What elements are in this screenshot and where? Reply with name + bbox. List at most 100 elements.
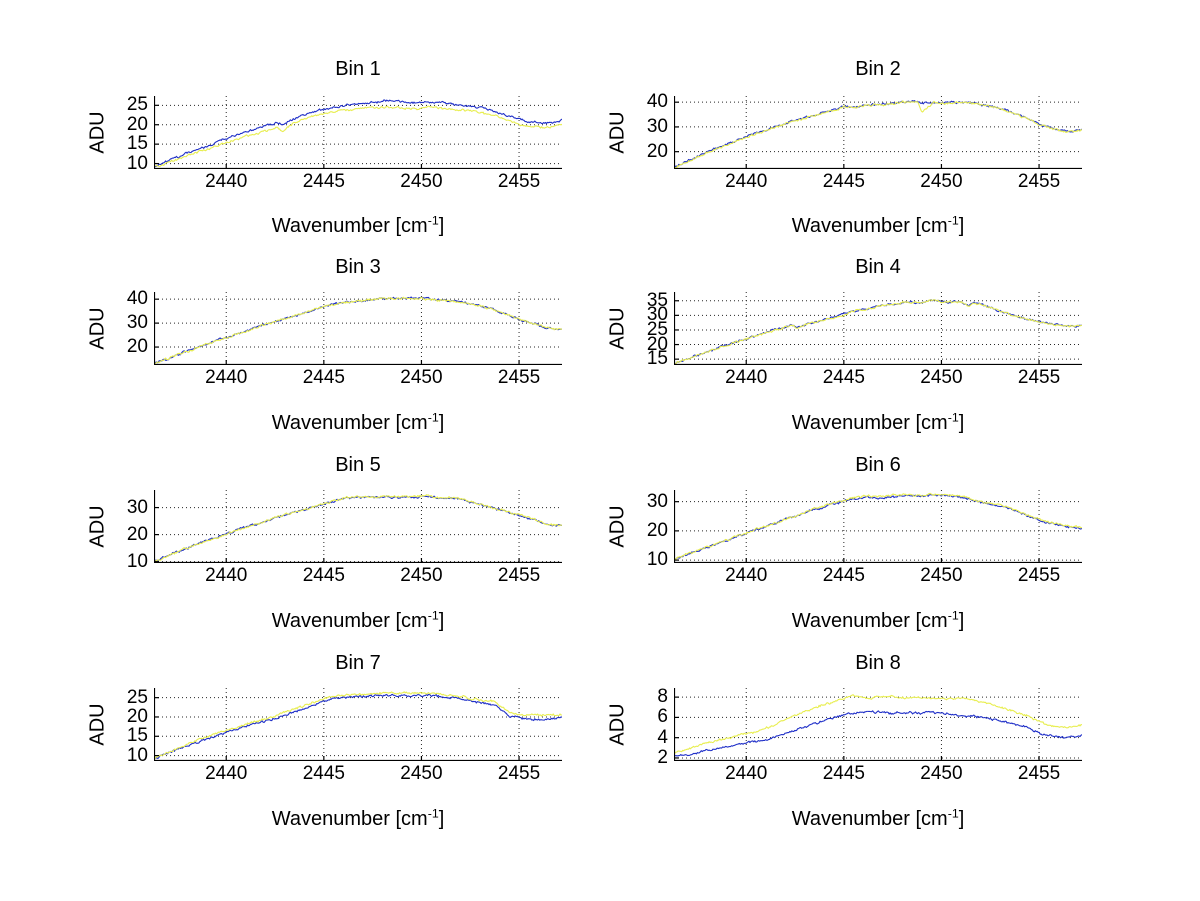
y-tick-label: 30: [126, 496, 148, 518]
y-tick-label: 30: [646, 115, 668, 137]
y-tick-label: 10: [126, 152, 148, 174]
subplot-title: Bin 7: [335, 652, 381, 674]
x-tick-label: 2450: [920, 171, 963, 192]
x-tick-label: 2440: [725, 565, 768, 586]
x-axis-label: Wavenumber [cm-1]: [791, 806, 965, 830]
y-tick-label: 20: [126, 336, 148, 358]
x-tick-label: 2440: [205, 565, 248, 586]
x-tick-label: 2450: [400, 565, 443, 586]
x-tick-label: 2445: [822, 171, 865, 192]
y-tick-label: 20: [126, 705, 148, 727]
y-tick-label: 15: [126, 725, 148, 747]
x-tick-label: 2445: [822, 565, 865, 586]
series-line-yellow: [674, 694, 1082, 754]
series-line-yellow: [154, 105, 562, 168]
x-tick-label: 2455: [497, 367, 541, 388]
plot-area: [674, 688, 1082, 761]
x-axis-label: Wavenumber [cm-1]: [271, 608, 445, 632]
plot-area: [674, 96, 1082, 169]
y-tick-label: 20: [126, 523, 148, 545]
y-tick-label: 30: [126, 312, 148, 334]
x-axis-label: Wavenumber [cm-1]: [791, 213, 965, 237]
plot-area: [154, 688, 562, 761]
series-line-yellow: [674, 299, 1082, 365]
y-tick-label: 15: [126, 133, 148, 155]
y-tick-label: 8: [657, 686, 668, 708]
y-tick-label: 20: [646, 140, 668, 162]
x-tick-label: 2455: [497, 171, 541, 192]
x-axis-label: Wavenumber [cm-1]: [271, 410, 445, 434]
subplot-title: Bin 8: [855, 652, 901, 674]
x-tick-label: 2450: [920, 565, 963, 586]
x-tick-label: 2450: [920, 763, 963, 784]
y-tick-label: 4: [657, 726, 668, 748]
subplot-title: Bin 2: [855, 58, 901, 80]
plot-area: [674, 292, 1082, 365]
x-tick-label: 2440: [205, 763, 248, 784]
series-line-yellow: [674, 100, 1082, 169]
x-tick-label: 2455: [1017, 763, 1061, 784]
x-tick-label: 2450: [920, 367, 963, 388]
y-tick-label: 25: [646, 318, 668, 340]
y-tick-label: 40: [646, 91, 668, 113]
series-line-blue: [154, 99, 562, 168]
plot-area: [674, 490, 1082, 563]
y-tick-label: 30: [646, 490, 668, 512]
y-tick-label: 20: [646, 333, 668, 355]
x-tick-label: 2445: [302, 367, 345, 388]
series-line-blue: [154, 296, 562, 365]
x-tick-label: 2450: [400, 367, 443, 388]
x-tick-label: 2440: [725, 763, 768, 784]
y-tick-label: 20: [646, 519, 668, 541]
series-line-blue: [154, 693, 562, 760]
x-tick-label: 2445: [822, 763, 865, 784]
y-tick-label: 2: [657, 746, 668, 768]
plot-area: [154, 490, 562, 563]
x-tick-label: 2455: [1017, 171, 1061, 192]
y-tick-label: 30: [646, 304, 668, 326]
series-line-yellow: [674, 492, 1082, 561]
series-line-yellow: [154, 494, 562, 563]
y-tick-label: 40: [126, 288, 148, 310]
subplot-title: Bin 5: [335, 454, 381, 476]
x-tick-label: 2445: [302, 763, 345, 784]
y-tick-label: 25: [126, 686, 148, 708]
subplot-title: Bin 4: [855, 256, 901, 278]
plot-area: [154, 292, 562, 365]
x-tick-label: 2440: [205, 367, 248, 388]
y-tick-label: 25: [126, 94, 148, 116]
x-axis-label: Wavenumber [cm-1]: [791, 410, 965, 434]
y-tick-label: 6: [657, 706, 668, 728]
x-tick-label: 2445: [302, 565, 345, 586]
x-tick-label: 2450: [400, 763, 443, 784]
x-tick-label: 2455: [497, 763, 541, 784]
y-tick-label: 10: [126, 744, 148, 766]
subplot-title: Bin 1: [335, 58, 381, 80]
y-tick-label: 20: [126, 113, 148, 135]
series-line-blue: [674, 493, 1082, 561]
plot-area: [154, 96, 562, 169]
x-tick-label: 2440: [205, 171, 248, 192]
x-tick-label: 2440: [725, 171, 768, 192]
y-axis-label: ADU: [606, 702, 629, 746]
series-line-yellow: [154, 296, 562, 365]
x-tick-label: 2455: [1017, 367, 1061, 388]
subplot-title: Bin 3: [335, 256, 381, 278]
subplot-title: Bin 6: [855, 454, 901, 476]
x-tick-label: 2440: [725, 367, 768, 388]
series-line-yellow: [154, 691, 562, 760]
x-tick-label: 2455: [1017, 565, 1061, 586]
y-tick-label: 10: [646, 549, 668, 571]
x-axis-label: Wavenumber [cm-1]: [271, 213, 445, 237]
series-line-blue: [674, 710, 1082, 757]
x-axis-label: Wavenumber [cm-1]: [271, 806, 445, 830]
